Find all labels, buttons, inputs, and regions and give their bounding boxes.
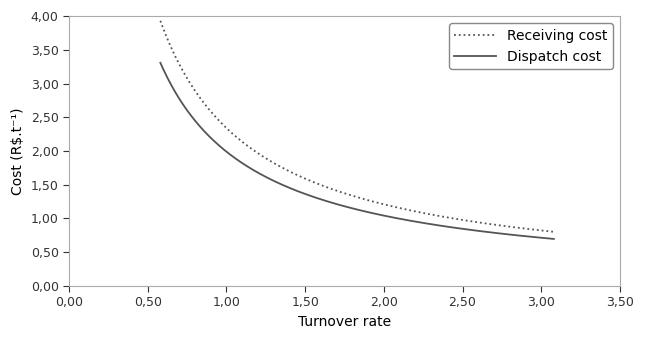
Dispatch cost — [391, 216, 399, 220]
Dispatch cost — [370, 211, 377, 215]
Receiving cost — [346, 193, 353, 197]
Y-axis label: Cost (R$.t⁻¹): Cost (R$.t⁻¹) — [11, 107, 25, 195]
Receiving cost — [370, 200, 377, 204]
Line: Receiving cost: Receiving cost — [161, 21, 554, 232]
Receiving cost — [343, 192, 351, 196]
Dispatch cost — [343, 205, 351, 209]
Dispatch cost — [157, 61, 164, 65]
Dispatch cost — [541, 236, 548, 240]
X-axis label: Turnover rate: Turnover rate — [298, 315, 391, 329]
Receiving cost — [391, 205, 399, 209]
Dispatch cost — [479, 230, 487, 234]
Line: Dispatch cost: Dispatch cost — [161, 63, 554, 239]
Dispatch cost — [346, 206, 353, 210]
Dispatch cost — [550, 237, 558, 241]
Receiving cost — [541, 229, 548, 233]
Receiving cost — [479, 221, 487, 225]
Legend: Receiving cost, Dispatch cost: Receiving cost, Dispatch cost — [449, 23, 613, 69]
Receiving cost — [157, 19, 164, 23]
Receiving cost — [550, 230, 558, 234]
